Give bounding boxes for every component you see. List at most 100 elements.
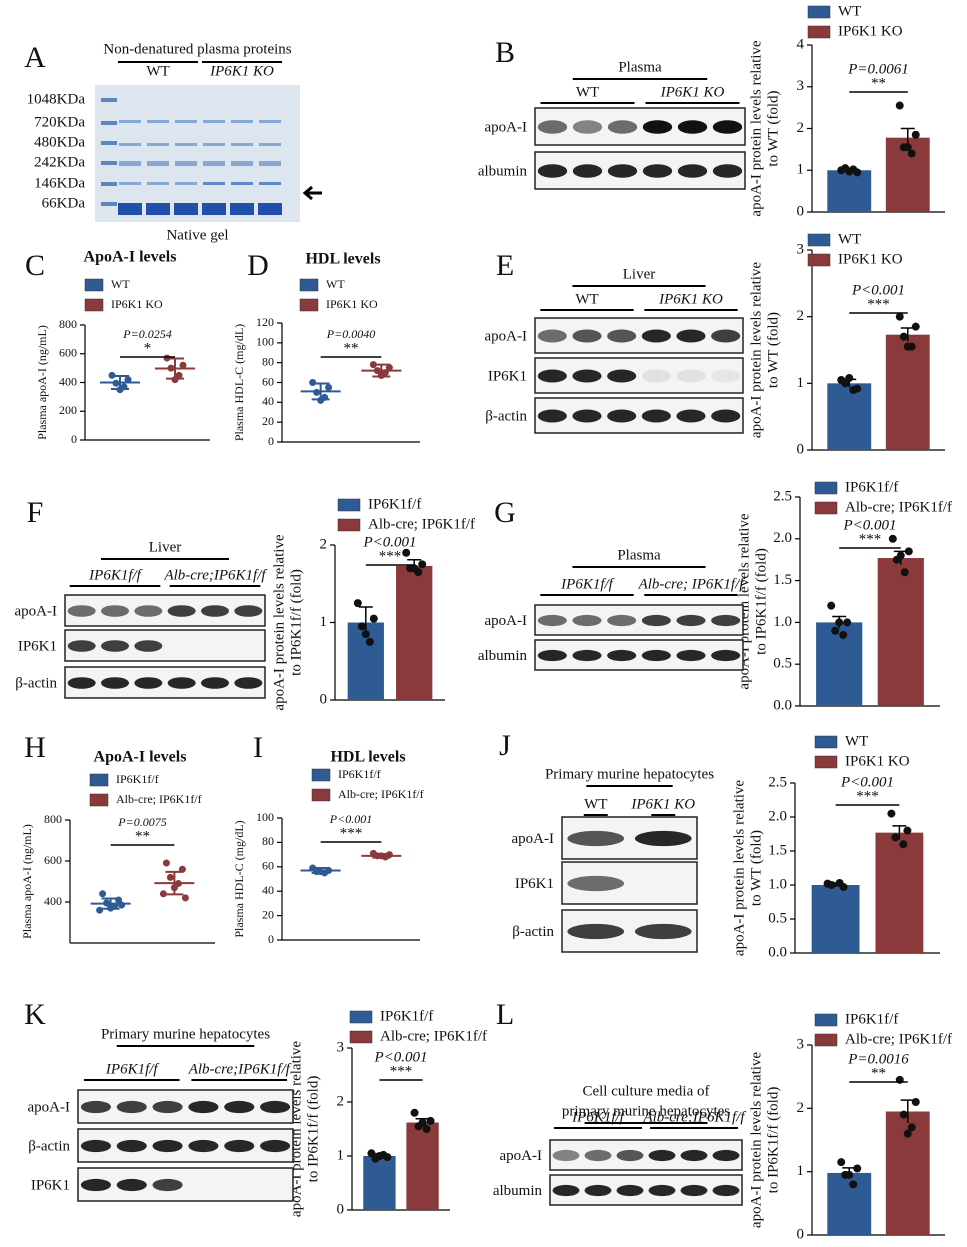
data-point [410,1108,419,1117]
gel-band [203,120,225,123]
blot-strip [534,639,744,671]
y-tick-label: 1 [797,1163,805,1179]
band [67,605,96,617]
y-axis-label: to IP6K1f/f (fold) [305,1076,321,1183]
data-point [108,371,116,379]
y-tick-label: 0 [797,203,805,219]
blot-strip [549,1174,743,1206]
blot-strip [549,1139,743,1171]
bar [363,1156,396,1210]
marker-label: 480KDa [34,134,85,150]
data-point [895,312,904,321]
legend-label: IP6K1f/f [368,496,421,512]
blot-strip [64,594,266,627]
band [201,677,229,689]
data-point [116,386,124,394]
band [201,605,229,617]
legend-swatch [814,481,838,495]
data-point [907,149,916,158]
band [116,1178,147,1192]
bar [406,1122,439,1210]
band [572,120,603,134]
error-bar [892,825,907,840]
gel-band [147,161,169,166]
significance: *** [390,1063,413,1079]
blot-header: Non-denatured plasma proteins [103,41,291,57]
data-point [373,367,381,375]
panel-letter: K [24,998,46,1031]
band [712,1184,740,1197]
data-point [377,372,385,380]
data-point [907,1123,916,1132]
band [552,1184,580,1197]
y-tick-label: 3 [337,1039,345,1055]
y-tick-label: 0.5 [768,910,787,926]
group-label: Alb-cre;IP6K1f/f [188,1061,292,1077]
band [616,1184,644,1197]
y-tick-label: 600 [44,853,62,867]
data-point [159,890,167,898]
data-point [899,840,908,849]
data-point [845,374,854,382]
band [537,649,567,662]
gel-band [147,120,169,123]
legend-swatch [299,298,319,312]
blot-strip [534,357,744,394]
blot-strip [534,151,746,190]
y-tick-label: 40 [262,394,274,408]
band [567,923,625,940]
y-tick-label: 0.5 [773,656,792,672]
legend-label: IP6K1 KO [326,297,378,311]
y-tick-label: 0 [320,691,328,707]
data-point [375,1152,384,1160]
gel-band [258,203,282,215]
band [641,409,671,423]
legend-swatch [807,233,831,247]
data-point [904,547,913,556]
data-point [353,599,362,608]
data-point [418,560,427,569]
band [234,605,263,617]
data-point [827,601,836,610]
band [634,923,692,940]
y-tick-label: 0.0 [768,944,787,960]
band [537,369,567,383]
significance: ** [871,1065,886,1081]
y-tick-label: 800 [44,812,62,826]
gel-band [203,161,225,166]
band [712,1149,740,1162]
y-tick-label: 1 [337,1147,345,1163]
y-tick-label: 0 [797,441,805,457]
data-point [99,890,107,898]
p-value: P<0.001 [842,517,896,533]
y-tick-label: 2 [337,1093,345,1109]
gel-band [174,203,198,215]
panel-letter: J [499,729,511,762]
y-axis-label: to IP6K1f/f (fold) [765,1087,781,1194]
row-label: apoA-I [485,613,527,629]
y-tick-label: 120 [256,315,274,329]
arrow [302,185,322,201]
band [711,614,741,627]
data-point [166,873,174,881]
legend-label: IP6K1f/f [845,479,898,495]
band [676,614,706,627]
legend-swatch [807,5,831,19]
gel-band [231,143,253,146]
data-point [903,143,912,152]
y-tick-label: 200 [59,403,77,417]
group-label: IP6K1f/f [105,1061,159,1077]
significance: ** [135,828,150,844]
data-point [891,833,900,842]
band [80,1178,111,1192]
bar [885,334,930,450]
band [641,614,671,627]
band [711,409,741,423]
legend-label: Alb-cre; IP6K1f/f [380,1028,487,1044]
band [188,1139,219,1153]
y-tick-label: 0 [797,1226,805,1242]
data-point [911,322,920,331]
gel-band [175,120,197,123]
chart-title: HDL levels [330,749,405,766]
band [167,677,196,689]
